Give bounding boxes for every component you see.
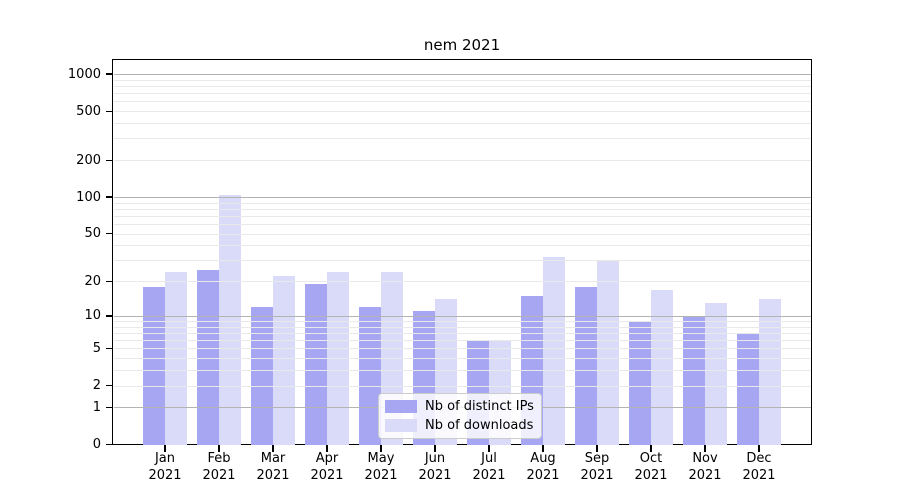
y-tick-mark: [106, 280, 113, 282]
minor-gridline: [113, 370, 811, 372]
minor-gridline: [113, 86, 811, 87]
legend-item-distinct-ips: Nb of distinct IPs: [385, 399, 534, 414]
x-tick-label-apr: Apr 2021: [310, 451, 344, 483]
y-tick-label: 5: [92, 340, 101, 356]
minor-gridline: [113, 202, 811, 204]
minor-gridline: [113, 321, 811, 323]
y-tick-label: 200: [76, 152, 101, 168]
bar-distinct-ips-mar: [251, 306, 273, 445]
x-tick-label-may: May 2021: [364, 451, 398, 483]
y-tick-mark: [106, 196, 113, 198]
legend-swatch-distinct-ips: [385, 400, 417, 413]
y-tick-label: 1: [92, 399, 101, 415]
y-tick-label: 0: [92, 437, 101, 452]
bar-downloads-aug: [543, 257, 565, 445]
x-tick-label-nov: Nov 2021: [688, 451, 722, 483]
bar-distinct-ips-apr: [305, 283, 327, 445]
x-tick-label-feb: Feb 2021: [202, 451, 236, 483]
bar-distinct-ips-sep: [575, 286, 597, 445]
x-tick-label-oct: Oct 2021: [634, 451, 668, 483]
bar-downloads-feb: [219, 194, 241, 445]
y-tick-mark: [106, 315, 113, 317]
minor-gridline: [113, 79, 811, 81]
y-tick-label: 1000: [67, 66, 101, 82]
minor-gridline: [113, 138, 811, 140]
y-tick-mark: [106, 443, 113, 446]
y-tick-label: 10: [84, 308, 101, 324]
minor-gridline: [113, 123, 811, 125]
legend-item-downloads: Nb of downloads: [385, 418, 533, 433]
x-tick-mark: [164, 444, 166, 452]
x-tick-mark: [218, 444, 220, 452]
minor-gridline: [113, 260, 811, 262]
bar-distinct-ips-oct: [629, 321, 651, 445]
y-tick-mark: [106, 406, 113, 408]
minor-gridline: [113, 385, 811, 387]
bar-distinct-ips-feb: [197, 269, 219, 445]
major-gridline: [113, 197, 811, 199]
x-tick-mark: [650, 444, 652, 452]
y-tick-label: 2: [92, 378, 101, 394]
bar-downloads-mar: [273, 276, 295, 445]
legend: Nb of distinct IPs Nb of downloads: [378, 393, 542, 439]
y-tick-mark: [106, 347, 113, 349]
minor-gridline: [113, 348, 811, 350]
y-tick-label: 100: [76, 189, 101, 205]
minor-gridline: [113, 281, 811, 283]
minor-gridline: [113, 358, 811, 360]
x-tick-mark: [326, 444, 328, 452]
x-tick-mark: [704, 444, 706, 452]
bar-downloads-oct: [651, 289, 673, 445]
bar-distinct-ips-may: [359, 306, 381, 445]
x-tick-mark: [542, 444, 544, 452]
y-tick-mark: [106, 233, 113, 235]
major-gridline: [113, 74, 811, 76]
y-tick-mark: [106, 384, 113, 387]
x-tick-label-dec: Dec 2021: [742, 451, 776, 483]
x-tick-mark: [596, 444, 598, 452]
minor-gridline: [113, 340, 811, 342]
y-tick-mark: [106, 73, 113, 75]
x-tick-mark: [758, 444, 760, 452]
major-gridline: [113, 315, 811, 317]
y-tick-mark: [106, 110, 113, 112]
x-tick-mark: [380, 444, 382, 452]
minor-gridline: [113, 111, 811, 113]
bar-downloads-sep: [597, 260, 619, 445]
x-tick-label-mar: Mar 2021: [256, 451, 290, 483]
x-tick-label-jan: Jan 2021: [148, 451, 182, 483]
bar-distinct-ips-jan: [143, 286, 165, 445]
plot-area: [113, 60, 811, 445]
x-tick-mark: [434, 444, 436, 452]
minor-gridline: [113, 326, 811, 328]
bar-distinct-ips-dec: [737, 333, 759, 445]
x-tick-label-jul: Jul 2021: [472, 451, 506, 483]
minor-gridline: [113, 208, 811, 210]
chart-title: nem 2021: [423, 36, 501, 54]
x-tick-mark: [488, 444, 490, 452]
legend-label-downloads: Nb of downloads: [425, 418, 534, 433]
y-tick-label: 500: [76, 103, 101, 119]
y-tick-mark: [106, 159, 113, 161]
x-tick-label-aug: Aug 2021: [526, 451, 560, 483]
minor-gridline: [113, 93, 811, 95]
y-tick-label: 20: [84, 273, 101, 289]
minor-gridline: [113, 245, 811, 247]
bar-downloads-nov: [705, 303, 727, 445]
minor-gridline: [113, 233, 811, 235]
minor-gridline: [113, 224, 811, 226]
plot-frame: [112, 58, 812, 446]
minor-gridline: [113, 160, 811, 162]
legend-label-distinct-ips: Nb of distinct IPs: [425, 399, 534, 414]
x-tick-label-sep: Sep 2021: [580, 451, 614, 483]
minor-gridline: [113, 333, 811, 334]
bar-distinct-ips-nov: [683, 315, 705, 445]
x-tick-label-jun: Jun 2021: [418, 451, 452, 483]
legend-swatch-downloads: [385, 419, 417, 432]
y-tick-label: 50: [84, 226, 101, 242]
x-tick-mark: [272, 444, 274, 452]
minor-gridline: [113, 101, 811, 103]
minor-gridline: [113, 215, 811, 217]
